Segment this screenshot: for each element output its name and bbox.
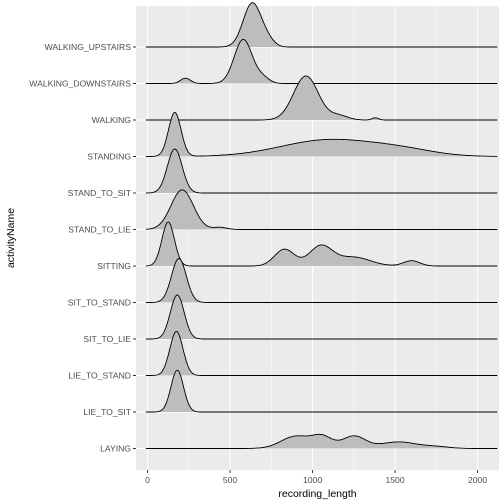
x-axis-title: recording_length — [278, 488, 356, 500]
ridge-line — [145, 433, 498, 449]
y-axis: WALKING_UPSTAIRS WALKING_DOWNSTAIRS WALKIN… — [29, 42, 136, 454]
y-tick-label: SIT_TO_LIE — [83, 334, 131, 344]
y-tick-label: LAYING — [100, 444, 131, 454]
ridge-line — [145, 189, 498, 230]
ridge-area — [145, 258, 498, 303]
y-tick-label: STANDING — [87, 152, 131, 162]
ridge-line — [145, 294, 498, 340]
ridge-line — [145, 75, 498, 121]
ridge-line — [145, 258, 498, 303]
ridge-area — [145, 189, 498, 230]
ridge-walking-downstairs — [145, 38, 498, 84]
y-tick-label: WALKING_DOWNSTAIRS — [29, 79, 131, 89]
x-tick-label: 1500 — [385, 475, 404, 485]
ridge-area — [145, 149, 498, 193]
y-axis-title: activityName — [5, 208, 17, 268]
ridge-standing — [145, 111, 498, 157]
y-tick-label: LIE_TO_STAND — [68, 371, 131, 381]
x-tick-label: 2000 — [468, 475, 487, 485]
ridge-line — [145, 331, 498, 376]
ridge-sit-to-lie — [145, 294, 498, 340]
ridge-line — [145, 2, 498, 48]
x-axis: 0 500 1000 1500 2000 — [145, 470, 487, 485]
x-tick-label: 500 — [223, 475, 238, 485]
ridge-stand-to-sit — [145, 148, 498, 194]
ridge-line — [145, 38, 498, 84]
x-tick-label: 1000 — [303, 475, 322, 485]
ridge-sit-to-stand — [145, 258, 498, 303]
ridge-area — [145, 295, 498, 339]
ridge-area — [145, 434, 498, 449]
ridge-lie-to-stand — [145, 331, 498, 376]
ridge-stand-to-lie — [145, 189, 498, 230]
ridge-area — [145, 331, 498, 376]
y-tick-label: WALKING_UPSTAIRS — [45, 42, 132, 52]
plot-panel — [136, 6, 499, 470]
ridge-area — [145, 39, 498, 84]
ridge-line — [145, 221, 498, 267]
y-tick-label: LIE_TO_SIT — [83, 407, 131, 417]
ridge-area — [145, 112, 498, 157]
y-tick-label: SITTING — [97, 261, 131, 271]
y-tick-label: STAND_TO_SIT — [68, 188, 132, 198]
ridge-walking — [145, 75, 498, 121]
ridge-laying — [145, 433, 498, 449]
y-tick-label: SIT_TO_STAND — [68, 298, 131, 308]
density-ridges — [145, 2, 498, 449]
ridge-lie-to-sit — [145, 369, 498, 413]
ridge-line — [145, 369, 498, 413]
ridge-walking-upstairs — [145, 2, 498, 48]
x-tick-label: 0 — [145, 475, 150, 485]
ridge-line — [145, 111, 498, 157]
ridge-area — [145, 76, 498, 120]
ridge-line — [145, 148, 498, 194]
ridge-area — [145, 370, 498, 412]
y-tick-label: STAND_TO_LIE — [68, 225, 131, 235]
y-tick-label: WALKING — [92, 115, 132, 125]
